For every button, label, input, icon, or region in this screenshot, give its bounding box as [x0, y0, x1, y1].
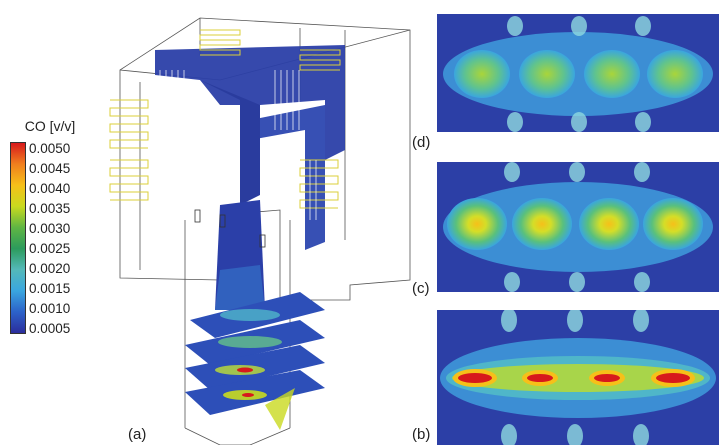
burner-slices — [185, 292, 325, 430]
heat-exchanger-coils — [109, 29, 341, 209]
panel-label-c: (c) — [412, 280, 430, 297]
panel-label-a: (a) — [128, 426, 147, 443]
panel-label-b: (b) — [412, 426, 431, 443]
legend-tick: 0.0005 — [29, 321, 71, 336]
coil-highlights — [159, 70, 317, 220]
colorbar-legend: CO [v/v] 0.0050 0.0045 0.0040 0.0035 0.0… — [6, 118, 96, 340]
legend-title: CO [v/v] — [24, 118, 76, 134]
legend-tick: 0.0035 — [29, 201, 71, 216]
legend-tick: 0.0010 — [29, 301, 71, 316]
slice-panel-d — [437, 14, 719, 132]
co-hotspots-c — [447, 198, 703, 250]
legend-tick: 0.0040 — [29, 181, 71, 196]
legend-tick: 0.0030 — [29, 221, 71, 236]
co-hotspots-b — [453, 369, 695, 387]
legend-tick: 0.0015 — [29, 281, 71, 296]
legend-tick: 0.0020 — [29, 261, 71, 276]
co-hotspots-d — [454, 50, 703, 98]
right-plane — [250, 105, 325, 250]
shaft-glow — [215, 265, 265, 310]
boiler-3d-view — [109, 17, 411, 445]
legend-tick: 0.0025 — [29, 241, 71, 256]
slice-panel-c — [437, 162, 719, 292]
panel-label-d: (d) — [412, 134, 431, 151]
legend-tick: 0.0050 — [29, 141, 71, 156]
colorbar — [10, 142, 26, 334]
slice-panel-b — [437, 310, 719, 445]
legend-tick: 0.0045 — [29, 161, 71, 176]
openings — [194, 209, 266, 248]
funnel — [200, 80, 260, 205]
